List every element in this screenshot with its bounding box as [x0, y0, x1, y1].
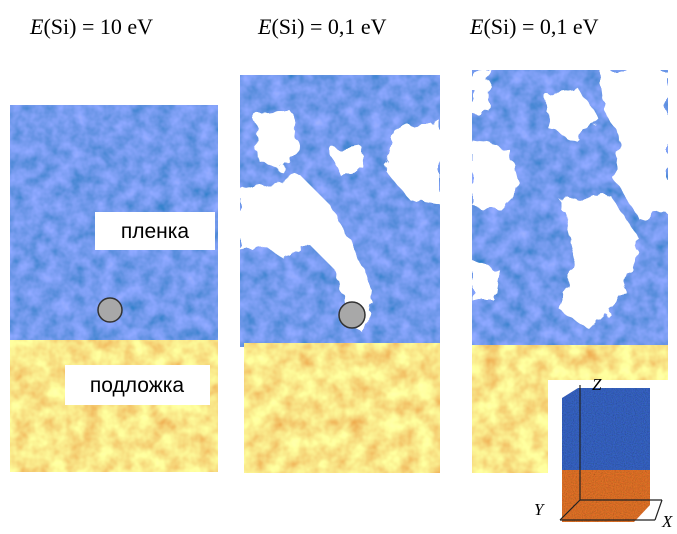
axis-label-x: X: [661, 512, 673, 531]
substrate-label: подложка: [90, 374, 184, 397]
inset-film: [562, 388, 650, 470]
title-symbol: E: [469, 14, 484, 39]
title-rest: (Si) = 10 eV: [43, 14, 153, 39]
title-rest: (Si) = 0,1 eV: [271, 14, 386, 39]
film-label: пленка: [121, 220, 190, 243]
substrate-region: [244, 343, 440, 473]
panel-title: E(Si) = 0,1 eV: [257, 14, 387, 39]
atom: [339, 302, 365, 328]
inset-substrate: [562, 470, 650, 522]
atom: [98, 298, 122, 322]
substrate-region: [10, 340, 218, 472]
title-symbol: E: [29, 14, 44, 39]
title-rest: (Si) = 0,1 eV: [483, 14, 598, 39]
title-symbol: E: [257, 14, 272, 39]
inset: Z Y X: [534, 375, 677, 534]
axis-label-z: Z: [592, 375, 602, 394]
panel-title: E(Si) = 10 eV: [29, 14, 153, 39]
axis-label-y: Y: [534, 500, 545, 519]
panel-2: [240, 75, 440, 473]
panel-1: [10, 105, 218, 472]
figure: E(Si) = 10 eV E(Si) = 0,1 eV E(Si) = 0,1…: [0, 0, 677, 534]
panel-title: E(Si) = 0,1 eV: [469, 14, 599, 39]
